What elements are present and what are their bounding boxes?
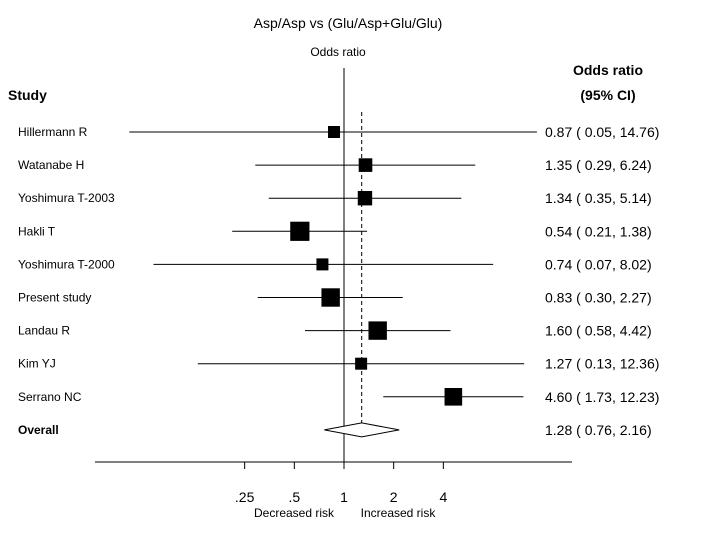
ci-column-header: (95% CI)	[580, 87, 635, 103]
point-estimate-square	[444, 388, 463, 406]
x-tick-label: 1	[340, 489, 348, 505]
increased-risk-label: Increased risk	[361, 506, 437, 520]
study-label: Serrano NC	[18, 390, 82, 404]
study-label: Landau R	[18, 324, 70, 338]
overall-label: Overall	[18, 423, 59, 437]
study-label: Watanabe H	[18, 158, 84, 172]
ci-value: 1.27 ( 0.13, 12.36)	[545, 356, 659, 372]
study-label: Hillermann R	[18, 125, 88, 139]
point-estimate-square	[321, 288, 340, 307]
overall-diamond	[324, 422, 400, 438]
study-label: Yoshimura T-2003	[18, 191, 115, 205]
decreased-risk-label: Decreased risk	[254, 506, 335, 520]
x-tick-label: .5	[288, 489, 300, 505]
x-tick-label: .25	[235, 489, 255, 505]
plot-body: Hillermann R 0.87 ( 0.05, 14.76) Watanabe …	[18, 68, 659, 462]
x-axis-ticks: .25 .5 1 2 4	[235, 462, 447, 505]
ci-value: 0.74 ( 0.07, 8.02)	[545, 256, 652, 272]
ci-value: 1.35 ( 0.29, 6.24)	[545, 157, 652, 173]
ci-value: 0.54 ( 0.21, 1.38)	[545, 223, 652, 239]
ci-value: 0.83 ( 0.30, 2.27)	[545, 290, 652, 306]
study-label: Kim YJ	[18, 357, 56, 371]
ci-value: 1.34 ( 0.35, 5.14)	[545, 190, 652, 206]
study-column-header: Study	[8, 87, 47, 103]
point-estimate-square	[316, 258, 329, 271]
point-estimate-square	[328, 126, 341, 138]
ci-value: 4.60 ( 1.73, 12.23)	[545, 389, 659, 405]
ci-value: 1.60 ( 0.58, 4.42)	[545, 323, 652, 339]
study-label: Yoshimura T-2000	[18, 257, 115, 271]
point-estimate-square	[355, 357, 368, 370]
x-tick-label: 4	[439, 489, 447, 505]
chart-title: Asp/Asp vs (Glu/Asp+Glu/Glu)	[254, 15, 443, 31]
chart-subtitle: Odds ratio	[310, 45, 366, 59]
point-estimate-square	[290, 221, 310, 241]
study-label: Hakli T	[18, 224, 56, 238]
ci-value: 0.87 ( 0.05, 14.76)	[545, 124, 659, 140]
x-tick-label: 2	[390, 489, 398, 505]
point-estimate-square	[358, 158, 373, 172]
point-estimate-square	[368, 321, 387, 340]
study-label: Present study	[18, 291, 91, 305]
point-estimate-square	[357, 191, 373, 206]
or-column-header: Odds ratio	[573, 62, 643, 78]
overall-ci-value: 1.28 ( 0.76, 2.16)	[545, 422, 652, 438]
